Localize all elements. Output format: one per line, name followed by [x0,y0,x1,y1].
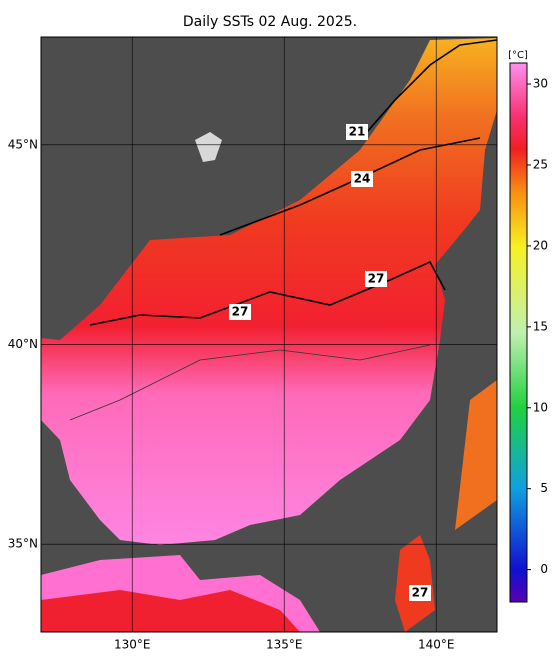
contour [89,260,446,326]
sea-south-warm [41,590,300,632]
contour-label: 21 [349,125,366,139]
contour [69,344,431,421]
colorbar-tick-label: 30 [533,77,548,91]
colorbar-tick-label: 0 [540,562,548,576]
colorbar-ticks: 0 5 10 15 20 25 30 [527,77,548,576]
island [195,132,222,162]
title: Daily SSTs 02 Aug. 2025. [183,14,357,30]
colorbar-tick-label: 25 [533,157,548,171]
sea-east [395,535,435,632]
lat-label: 40°N [8,337,38,351]
map [41,37,497,632]
lon-label: 140°E [418,638,455,652]
contour-label: 27 [232,305,249,319]
colorbar-tick-label: 15 [533,319,548,333]
sea-pacific [455,380,497,530]
lat-label: 45°N [8,137,38,151]
colorbar [509,62,528,603]
sea [41,38,497,545]
graticule: 130°E 135°E 140°E 35°N 40°N 45°N [8,37,497,652]
lon-label: 135°E [266,638,303,652]
colorbar-tick-label: 10 [533,400,548,414]
colorbar-tick-label: 20 [533,238,548,252]
colorbar-unit: [°C] [508,50,528,61]
lon-label: 130°E [114,638,151,652]
contour [359,39,497,141]
contour-label: 27 [412,586,429,600]
lat-label: 35°N [8,537,38,551]
contour-labels: 21 24 27 27 27 [229,124,431,601]
contour-label: 24 [354,172,371,186]
map-frame [40,36,498,633]
colorbar-tick-label: 5 [540,481,548,495]
contour-label: 27 [368,272,385,286]
